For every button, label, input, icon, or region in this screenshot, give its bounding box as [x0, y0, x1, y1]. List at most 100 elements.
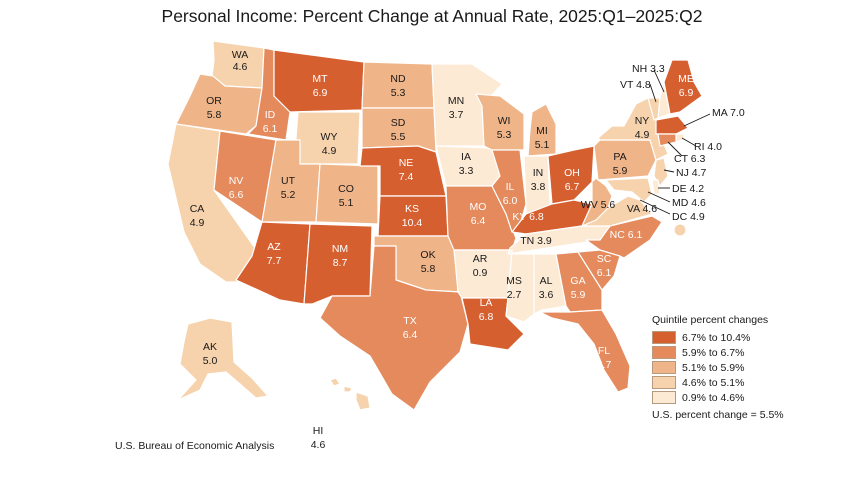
state-mt	[273, 49, 365, 113]
state-value-ne: 7.4	[399, 171, 414, 183]
state-callout-md: MD 4.6	[672, 197, 706, 209]
legend-label: 0.9% to 4.6%	[682, 391, 745, 404]
legend-label: 4.6% to 5.1%	[682, 376, 745, 389]
state-value-oh: 6.7	[565, 181, 580, 193]
state-label-oh: OH	[564, 167, 580, 179]
legend-swatch	[652, 361, 676, 374]
state-callout-de: DE 4.2	[672, 183, 704, 195]
state-value-ms: 2.7	[507, 289, 522, 301]
state-sd	[361, 107, 437, 153]
state-hi	[329, 377, 341, 387]
leader-ct	[667, 141, 683, 157]
state-label-il: IL	[506, 181, 515, 193]
state-value-ny: 4.9	[635, 129, 650, 141]
state-value-fl: 6.7	[597, 359, 612, 371]
leader-ri	[681, 137, 697, 147]
legend-item: 4.6% to 5.1%	[652, 375, 852, 390]
legend-title: Quintile percent changes	[652, 314, 769, 326]
state-value-wa: 4.6	[233, 61, 248, 73]
leader-nh	[653, 69, 665, 93]
state-value-id: 6.1	[263, 123, 278, 135]
state-value-sd: 5.5	[391, 131, 406, 143]
state-value-co: 5.1	[339, 197, 354, 209]
state-label-al: AL	[540, 275, 553, 287]
state-label-nc: NC 6.1	[610, 229, 643, 241]
state-callout-dc: DC 4.9	[672, 211, 705, 223]
state-value-wi: 5.3	[497, 129, 512, 141]
state-value-ia: 3.3	[459, 165, 474, 177]
state-label-ky: KY 6.8	[512, 211, 543, 223]
state-label-tx: TX	[403, 315, 416, 327]
state-label-ga: GA	[570, 275, 585, 287]
state-label-nd: ND	[390, 73, 406, 85]
state-label-ut: UT	[281, 175, 296, 187]
state-label-hi: HI	[313, 425, 324, 437]
legend-label: 5.9% to 6.7%	[682, 346, 745, 359]
state-value-pa: 5.9	[613, 165, 628, 177]
state-value-wy: 4.9	[322, 145, 337, 157]
state-tx	[319, 245, 469, 411]
state-label-me: ME	[678, 73, 694, 85]
legend-item: 5.1% to 5.9%	[652, 360, 852, 375]
state-value-tx: 6.4	[403, 329, 418, 341]
state-label-pa: PA	[613, 151, 626, 163]
state-label-la: LA	[480, 297, 493, 309]
state-value-mo: 6.4	[471, 215, 486, 227]
state-label-sc: SC	[597, 253, 612, 265]
state-value-mn: 3.7	[449, 109, 464, 121]
legend: Quintile percent changes 6.7% to 10.4% 5.…	[652, 314, 852, 421]
state-label-ms: MS	[506, 275, 522, 287]
state-label-mo: MO	[470, 201, 487, 213]
state-nc	[585, 215, 663, 259]
state-de	[651, 179, 661, 195]
state-label-ny: NY	[635, 115, 650, 127]
state-value-mi: 5.1	[535, 139, 550, 151]
state-callout-ri: RI 4.0	[694, 141, 722, 153]
state-label-wi: WI	[498, 115, 511, 127]
state-value-or: 5.8	[207, 109, 222, 121]
state-label-sd: SD	[391, 117, 406, 129]
legend-label: 5.1% to 5.9%	[682, 361, 745, 374]
state-label-co: CO	[338, 183, 354, 195]
state-callout-nh: NH 3.3	[632, 63, 665, 75]
legend-item: 0.9% to 4.6%	[652, 390, 852, 405]
state-callout-vt: VT 4.8	[620, 79, 651, 91]
leader-nj	[663, 169, 675, 173]
state-value-al: 3.6	[539, 289, 554, 301]
state-value-nm: 8.7	[333, 257, 348, 269]
state-hi-3	[355, 391, 371, 411]
state-value-ak: 5.0	[203, 355, 218, 367]
state-ct	[657, 133, 677, 147]
us-percent-change: U.S. percent change = 5.5%	[652, 409, 784, 421]
state-label-nv: NV	[229, 175, 244, 187]
state-label-id: ID	[265, 109, 276, 121]
state-value-ut: 5.2	[281, 189, 296, 201]
legend-swatch	[652, 331, 676, 344]
state-callout-ct: CT 6.3	[674, 153, 705, 165]
state-label-wa: WA	[232, 49, 249, 61]
state-value-hi: 4.6	[311, 439, 326, 451]
state-nj	[653, 157, 669, 187]
state-label-tn: TN 3.9	[520, 235, 552, 247]
state-label-fl: FL	[598, 345, 610, 357]
state-me	[663, 59, 703, 115]
state-label-ia: IA	[461, 151, 471, 163]
legend-item: 6.7% to 10.4%	[652, 330, 852, 345]
state-label-ne: NE	[399, 157, 414, 169]
state-label-or: OR	[206, 95, 222, 107]
source-credit: U.S. Bureau of Economic Analysis	[115, 440, 275, 452]
state-label-va: VA 4.6	[627, 203, 657, 215]
state-label-ak: AK	[203, 341, 217, 353]
state-label-mn: MN	[448, 95, 464, 107]
state-label-ca: CA	[190, 203, 205, 215]
leader-dc	[639, 199, 671, 215]
state-label-in: IN	[533, 167, 544, 179]
state-label-ks: KS	[405, 203, 419, 215]
leader-ma	[683, 113, 711, 127]
state-callout-ma: MA 7.0	[712, 107, 745, 119]
state-value-sc: 6.1	[597, 267, 612, 279]
state-al	[533, 253, 567, 315]
state-label-wy: WY	[321, 131, 338, 143]
state-label-ar: AR	[473, 253, 488, 265]
